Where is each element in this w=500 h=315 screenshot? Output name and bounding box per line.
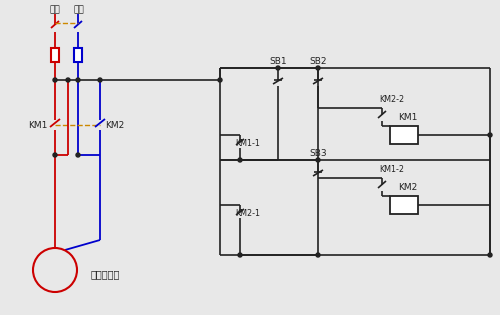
Text: KM2-1: KM2-1 <box>236 209 260 219</box>
Text: 正极: 正极 <box>50 5 60 14</box>
Circle shape <box>316 158 320 162</box>
Circle shape <box>98 78 102 82</box>
Text: SB1: SB1 <box>269 58 287 66</box>
Text: KM2: KM2 <box>106 121 124 129</box>
Circle shape <box>76 153 80 157</box>
Circle shape <box>66 78 70 82</box>
Circle shape <box>76 78 80 82</box>
Bar <box>74 48 82 62</box>
Text: KM1-1: KM1-1 <box>236 140 260 148</box>
Circle shape <box>316 253 320 257</box>
Text: 直流电动机: 直流电动机 <box>90 269 120 279</box>
Bar <box>51 48 59 62</box>
Text: SB3: SB3 <box>309 150 327 158</box>
Circle shape <box>53 153 57 157</box>
Bar <box>390 126 418 144</box>
Text: KM1: KM1 <box>28 121 48 129</box>
Text: KM1-2: KM1-2 <box>380 165 404 175</box>
Circle shape <box>488 253 492 257</box>
Circle shape <box>276 66 280 70</box>
Text: KM1: KM1 <box>398 113 417 123</box>
Text: 负极: 负极 <box>74 5 85 14</box>
Circle shape <box>238 158 242 162</box>
Circle shape <box>218 78 222 82</box>
Circle shape <box>53 78 57 82</box>
Text: KM2-2: KM2-2 <box>380 95 404 105</box>
Circle shape <box>316 66 320 70</box>
Text: KM2: KM2 <box>398 184 417 192</box>
Circle shape <box>488 133 492 137</box>
Bar <box>390 196 418 214</box>
Text: SB2: SB2 <box>309 58 327 66</box>
Circle shape <box>238 253 242 257</box>
